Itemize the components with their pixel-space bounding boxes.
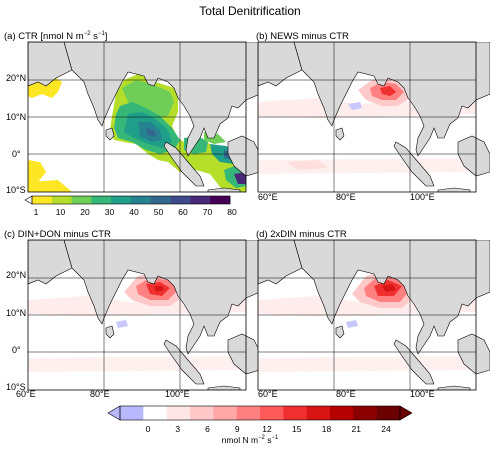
- colorbar-ctr-tick-label: 80: [227, 207, 237, 217]
- panel-a-frame: [27, 41, 247, 193]
- colorbar-ctr-tick-label: 30: [104, 207, 115, 217]
- colorbar-diff-tick-label: 24: [381, 424, 391, 434]
- panel-b-label: (b) NEWS minus CTR: [256, 31, 349, 42]
- colorbar-ctr-segment: [111, 196, 132, 204]
- panel-d-field: [258, 270, 476, 372]
- colorbar-ctr-segment: [131, 196, 152, 204]
- figure-title: Total Denitrification: [199, 4, 301, 18]
- colorbar-ctr-tick-label: 40: [129, 207, 139, 217]
- colorbar-ctr-tick-label: 20: [80, 207, 90, 217]
- lat-label-10n-a: 10°N: [6, 112, 27, 122]
- colorbar-diff-segment: [283, 406, 307, 420]
- lat-label-10s-c: 10°S: [6, 382, 26, 392]
- colorbar-ctr-segment: [91, 196, 112, 204]
- lon-label-60e-b: 60°E: [258, 192, 278, 202]
- colorbar-diff-segment: [260, 406, 284, 420]
- lon-label-60e-c: 60°E: [16, 389, 36, 399]
- colorbar-diff-tick-label: 0: [145, 424, 151, 434]
- colorbar-ctr-segment: [170, 196, 191, 204]
- colorbar-diff-unit: nmol N m−2 s−1: [221, 435, 279, 445]
- colorbar-ctr-segment: [150, 196, 171, 204]
- lat-label-10n-c: 10°N: [6, 308, 27, 318]
- colorbar-diff: [107, 405, 413, 421]
- colorbar-diff-arrow-right: [399, 405, 413, 421]
- colorbar-diff-tick-label: 12: [262, 424, 272, 434]
- colorbar-ctr-tick-label: 70: [202, 207, 213, 217]
- panel-a-label: (a) CTR [nmol N m−2 s−1]: [4, 31, 108, 43]
- panel-a-gridlines: [28, 42, 246, 192]
- lon-label-80e-c: 80°E: [90, 389, 110, 399]
- panel-a-map: [27, 41, 260, 193]
- colorbar-ctr-segment: [51, 196, 72, 204]
- colorbar-diff-tick-label: 18: [321, 424, 332, 434]
- colorbar-diff-frame: [119, 405, 401, 421]
- colorbar-diff-segment: [143, 406, 167, 420]
- lon-label-80e-d: 80°E: [336, 389, 356, 399]
- colorbar-ctr-tick-label: 10: [55, 207, 66, 217]
- colorbar-ctr-segment: [190, 196, 211, 204]
- colorbar-diff-segment: [166, 406, 191, 420]
- colorbar-ctr: [24, 195, 231, 205]
- panel-c-label: (c) DIN+DON minus CTR: [4, 229, 111, 240]
- colorbar-diff-arrow-left: [107, 405, 121, 421]
- colorbar-diff-segment: [190, 406, 214, 420]
- colorbar-diff-segment: [353, 406, 377, 420]
- colorbar-diff-tick-label: 21: [351, 424, 361, 434]
- lon-label-60e-d: 60°E: [258, 389, 278, 399]
- lon-label-100e-d: 100°E: [410, 389, 435, 399]
- panel-b-map: [257, 41, 490, 193]
- lat-label-20n-a: 20°N: [6, 73, 27, 83]
- colorbar-diff-tick-label: 6: [205, 424, 210, 434]
- colorbar-ctr-frame: [31, 195, 231, 205]
- colorbar-diff-segment: [330, 406, 354, 420]
- lat-label-0-c: 0°: [12, 345, 21, 355]
- lat-label-10s-a: 10°S: [6, 185, 26, 195]
- lat-label-20n-c: 20°N: [6, 270, 27, 280]
- panel-d-label: (d) 2xDIN minus CTR: [256, 229, 347, 240]
- colorbar-diff-segment: [213, 406, 237, 420]
- panel-b-gridlines: [258, 42, 476, 192]
- panel-c-map: [27, 239, 260, 391]
- colorbar-diff-tick-label: 3: [175, 424, 181, 434]
- colorbar-ctr-tick-label: 50: [153, 207, 164, 217]
- colorbar-ctr-tick-label: 60: [178, 207, 188, 217]
- colorbar-ctr-tick-label: 1: [33, 207, 39, 217]
- colorbar-ctr-arrow: [24, 195, 33, 205]
- colorbar-diff-tick-label: 9: [234, 424, 240, 434]
- colorbar-diff-segment: [236, 406, 261, 420]
- lon-label-100e-b: 100°E: [410, 192, 435, 202]
- colorbar-ctr-segment: [32, 196, 53, 204]
- lon-label-80e-b: 80°E: [336, 192, 356, 202]
- colorbar-diff-segment: [376, 406, 401, 420]
- panel-d-gridlines: [258, 240, 476, 390]
- lon-label-100e-c: 100°E: [165, 389, 190, 399]
- colorbar-diff-segment: [120, 406, 144, 420]
- lat-label-0-a: 0°: [12, 149, 21, 159]
- panel-c-gridlines: [28, 240, 246, 390]
- colorbar-ctr-segment: [210, 196, 231, 204]
- colorbar-ctr-segment: [71, 196, 92, 204]
- colorbar-diff-segment: [306, 406, 331, 420]
- colorbar-diff-tick-label: 15: [292, 424, 302, 434]
- panel-d-map: [257, 239, 490, 391]
